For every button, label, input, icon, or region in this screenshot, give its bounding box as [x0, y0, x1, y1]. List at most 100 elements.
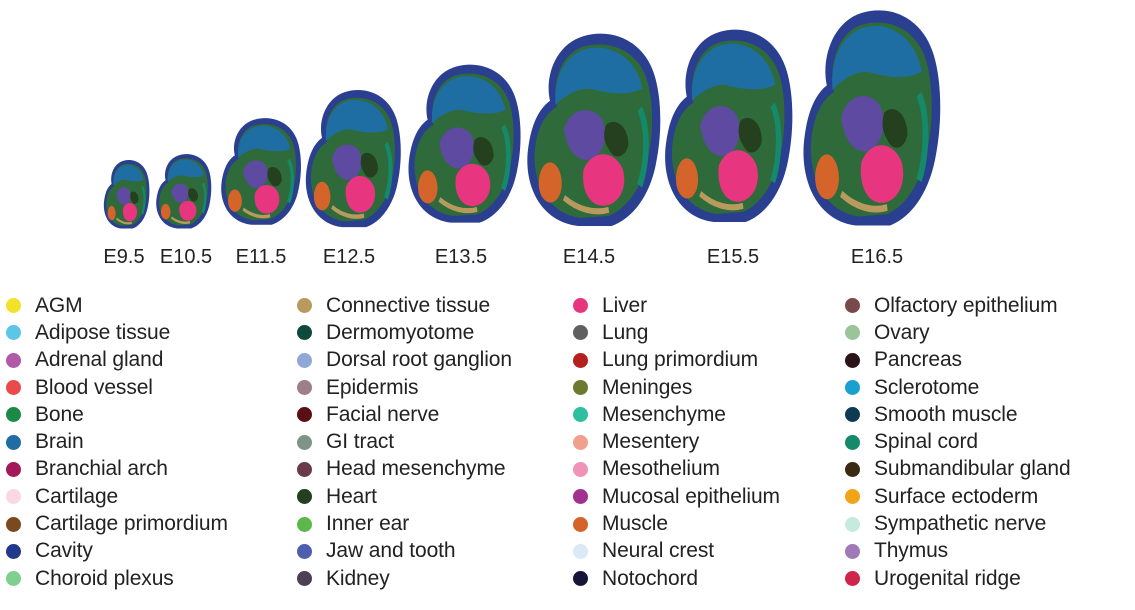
legend-item: Meninges	[573, 374, 780, 401]
legend-swatch	[6, 434, 21, 450]
legend-label: Liver	[602, 293, 648, 317]
legend-item: Liver	[573, 292, 780, 319]
legend-swatch	[573, 407, 588, 423]
legend-swatch	[845, 325, 860, 341]
legend-item: Adipose tissue	[6, 319, 228, 346]
legend-item: Brain	[6, 428, 228, 455]
legend-swatch	[297, 407, 312, 423]
legend-swatch	[297, 352, 312, 368]
legend-item: Sclerotome	[845, 374, 1071, 401]
legend-item: Cartilage primordium	[6, 510, 228, 537]
legend-swatch	[573, 571, 588, 587]
legend-label: Kidney	[326, 566, 390, 590]
embryo-e13-5	[408, 65, 520, 223]
legend-swatch	[297, 571, 312, 587]
legend-item: Notochord	[573, 565, 780, 592]
legend-item: Mesentery	[573, 428, 780, 455]
legend-swatch	[297, 461, 312, 477]
stage-label: E9.5	[103, 246, 145, 268]
legend-swatch	[6, 380, 21, 396]
legend-item: Spinal cord	[845, 428, 1071, 455]
legend-swatch	[573, 380, 588, 396]
legend-label: Branchial arch	[35, 457, 168, 481]
legend-item: Sympathetic nerve	[845, 510, 1071, 537]
legend-swatch	[573, 352, 588, 368]
legend-label: Lung primordium	[602, 348, 759, 372]
legend-label: Adrenal gland	[35, 348, 164, 372]
legend-item: Smooth muscle	[845, 401, 1071, 428]
legend-swatch	[845, 543, 860, 559]
stage-label: E14.5	[562, 246, 616, 268]
legend-label: Dorsal root ganglion	[326, 348, 512, 372]
legend-swatch	[845, 489, 860, 505]
legend-item: Cartilage	[6, 483, 228, 510]
legend-item: Branchial arch	[6, 456, 228, 483]
legend-swatch	[845, 352, 860, 368]
embryo-sections-illustration	[102, 0, 1135, 240]
embryo-e12-5	[306, 90, 401, 227]
legend-column: Liver Lung Lung primordium Meninges Mesenchy…	[573, 292, 780, 592]
legend-label: Dermomyotome	[326, 320, 475, 344]
stage-label: E10.5	[159, 246, 213, 268]
legend-label: Urogenital ridge	[874, 566, 1021, 590]
stage-label: E11.5	[235, 246, 287, 268]
legend-label: Sclerotome	[874, 375, 980, 399]
legend-swatch	[297, 489, 312, 505]
legend-swatch	[845, 298, 860, 314]
legend-item: Cavity	[6, 538, 228, 565]
legend-item: Olfactory epithelium	[845, 292, 1071, 319]
embryo-e11-5	[221, 118, 301, 225]
legend-label: Neural crest	[602, 539, 715, 563]
legend-swatch	[297, 380, 312, 396]
legend-item: Neural crest	[573, 538, 780, 565]
legend-swatch	[6, 298, 21, 314]
legend-label: Connective tissue	[326, 293, 491, 317]
legend-label: Mucosal epithelium	[602, 484, 780, 508]
embryo-e10-5	[154, 152, 213, 231]
legend-item: Pancreas	[845, 347, 1071, 374]
legend-swatch	[297, 298, 312, 314]
legend-swatch	[573, 461, 588, 477]
legend-swatch	[297, 543, 312, 559]
legend-swatch	[845, 380, 860, 396]
legend-swatch	[573, 298, 588, 314]
legend-item: Mesenchyme	[573, 401, 780, 428]
embryo-e9-5	[102, 158, 151, 230]
legend-item: Surface ectoderm	[845, 483, 1071, 510]
legend-swatch	[845, 516, 860, 532]
stage-label: E16.5	[850, 246, 904, 268]
legend-label: Muscle	[602, 512, 668, 536]
legend-label: Mesentery	[602, 430, 700, 454]
legend-swatch	[573, 516, 588, 532]
embryo-e16-5	[803, 10, 940, 225]
legend-label: Bone	[35, 402, 84, 426]
legend-item: Head mesenchyme	[297, 456, 512, 483]
legend-item: Blood vessel	[6, 374, 228, 401]
legend-label: Surface ectoderm	[874, 484, 1039, 508]
legend-item: Ovary	[845, 319, 1071, 346]
legend-label: Inner ear	[326, 512, 410, 536]
legend-swatch	[297, 434, 312, 450]
legend-label: Spinal cord	[874, 430, 978, 454]
legend-label: Mesothelium	[602, 457, 720, 481]
legend-item: Inner ear	[297, 510, 512, 537]
legend-label: Jaw and tooth	[326, 539, 456, 563]
legend-swatch	[845, 407, 860, 423]
legend-label: Facial nerve	[326, 402, 440, 426]
legend-label: Lung	[602, 320, 649, 344]
legend-label: Choroid plexus	[35, 566, 174, 590]
legend-swatch	[845, 571, 860, 587]
legend-item: Bone	[6, 401, 228, 428]
legend-swatch	[6, 461, 21, 477]
embryo-e14-5	[527, 34, 660, 226]
legend-label: Pancreas	[874, 348, 962, 372]
legend-swatch	[6, 352, 21, 368]
legend-swatch	[297, 516, 312, 532]
stage-labels: E9.5 E10.5 E11.5 E12.5 E13.5 E14.5 E15.5…	[0, 246, 1135, 276]
legend-item: AGM	[6, 292, 228, 319]
legend-swatch	[6, 571, 21, 587]
legend-item: Heart	[297, 483, 512, 510]
legend-item: Jaw and tooth	[297, 538, 512, 565]
legend-item: Lung primordium	[573, 347, 780, 374]
legend-label: Brain	[35, 430, 84, 454]
